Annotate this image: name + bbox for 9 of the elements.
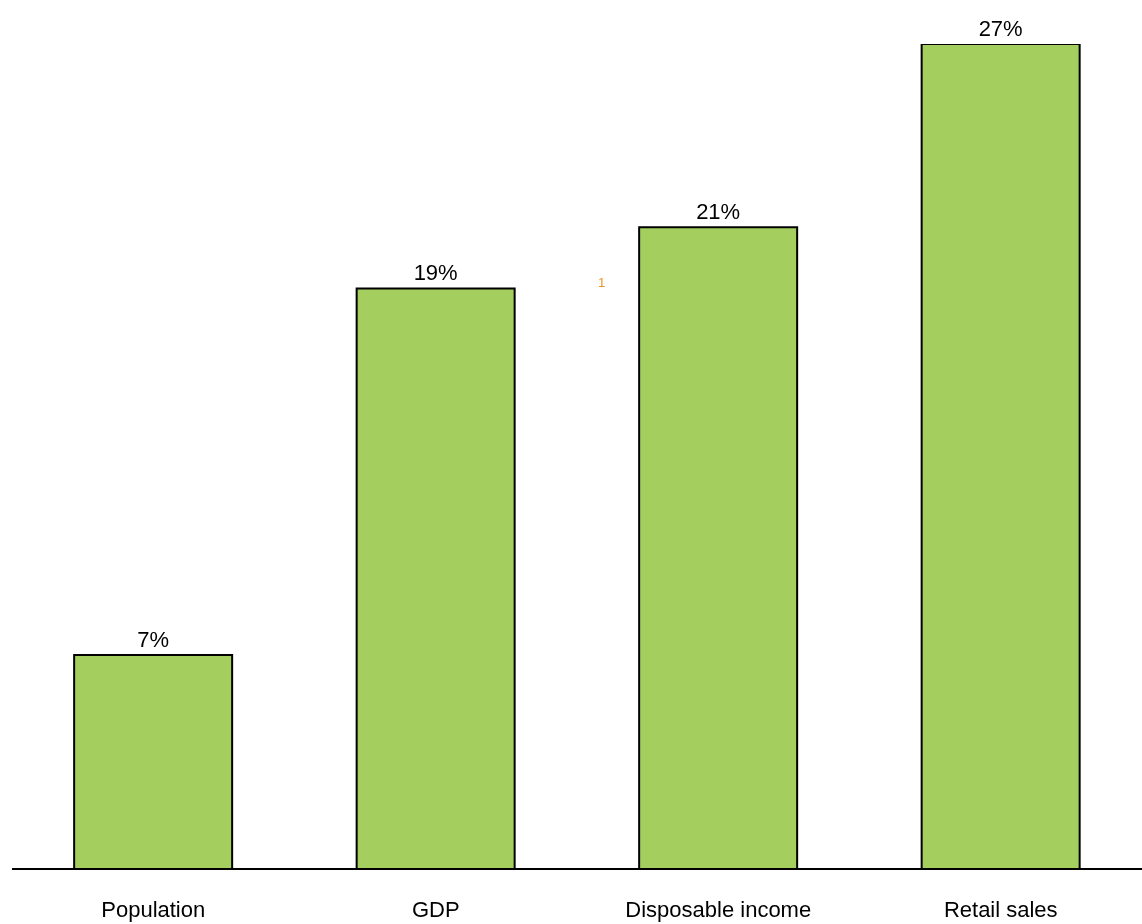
data-label: 19%: [413, 260, 458, 286]
x-tick-label: Retail sales: [943, 896, 1058, 922]
x-tick-label: Population: [101, 896, 206, 922]
data-label: 27%: [978, 16, 1023, 41]
data-label: 21%: [696, 199, 741, 225]
data-label: 7%: [137, 627, 170, 653]
x-tick-label: Disposable income: [625, 896, 812, 922]
x-tick-label: GDP: [411, 896, 460, 922]
annotation: 1: [598, 275, 606, 290]
